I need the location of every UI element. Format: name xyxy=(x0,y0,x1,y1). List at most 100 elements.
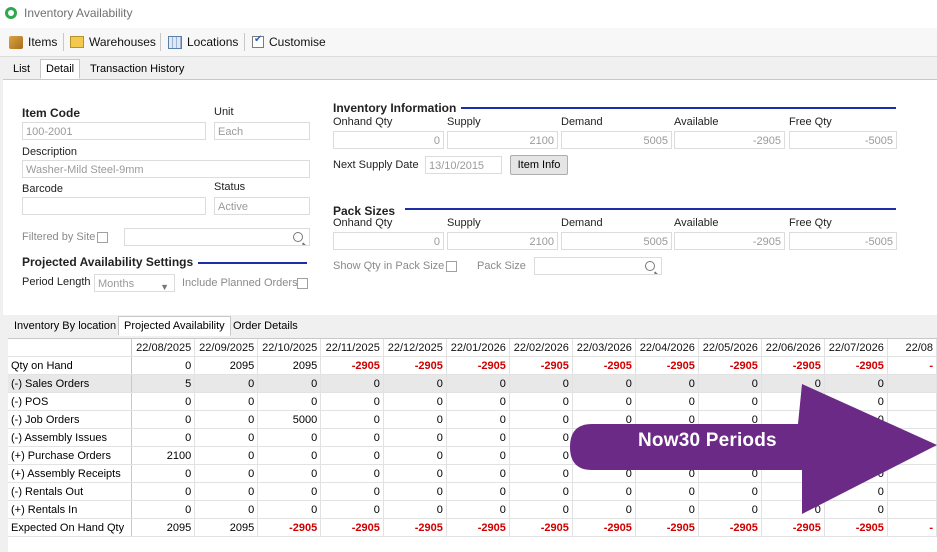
table-cell[interactable]: 0 xyxy=(194,446,259,465)
table-cell[interactable]: 0 xyxy=(698,500,762,519)
grid-column-header[interactable]: 22/10/2025 xyxy=(257,339,322,357)
table-cell[interactable] xyxy=(887,410,937,429)
table-cell[interactable]: 0 xyxy=(446,482,510,501)
tab-inventory-by-location[interactable]: Inventory By location xyxy=(14,320,117,332)
pack-free-qty-field[interactable]: -5005 xyxy=(789,232,897,250)
grid-column-header[interactable]: 22/02/2026 xyxy=(509,339,573,357)
table-cell[interactable]: 2095 xyxy=(194,356,259,375)
table-cell[interactable]: 0 xyxy=(383,500,447,519)
item-info-button[interactable]: Item Info xyxy=(510,155,568,175)
table-cell[interactable]: 0 xyxy=(635,482,699,501)
table-cell[interactable]: -2905 xyxy=(257,518,322,537)
unit-field[interactable]: Each xyxy=(214,122,310,140)
pack-available-field[interactable]: -2905 xyxy=(674,232,785,250)
grid-column-header[interactable]: 22/12/2025 xyxy=(383,339,447,357)
table-cell[interactable]: 0 xyxy=(194,392,259,411)
table-cell[interactable]: 0 xyxy=(572,374,636,393)
grid-column-header[interactable]: 22/05/2026 xyxy=(698,339,762,357)
table-cell[interactable]: 5000 xyxy=(257,410,322,429)
table-cell[interactable]: 0 xyxy=(131,356,196,375)
table-cell[interactable]: 0 xyxy=(257,392,322,411)
table-cell[interactable]: -2905 xyxy=(698,518,762,537)
table-cell[interactable]: -2905 xyxy=(446,518,510,537)
item-code-field[interactable]: 100-2001 xyxy=(22,122,206,140)
grid-column-header[interactable]: 22/01/2026 xyxy=(446,339,510,357)
table-cell[interactable]: 0 xyxy=(824,374,888,393)
grid-column-header[interactable]: 22/07/2026 xyxy=(824,339,888,357)
site-field[interactable] xyxy=(124,228,310,246)
table-cell[interactable]: 0 xyxy=(509,500,573,519)
table-cell[interactable]: -2905 xyxy=(635,356,699,375)
free-qty-field[interactable]: -5005 xyxy=(789,131,897,149)
table-cell[interactable]: 0 xyxy=(509,446,573,465)
table-cell[interactable]: 0 xyxy=(320,500,384,519)
description-field[interactable]: Washer-Mild Steel-9mm xyxy=(22,160,310,178)
table-cell[interactable]: -2905 xyxy=(572,356,636,375)
table-cell[interactable]: 0 xyxy=(194,428,259,447)
table-cell[interactable]: -2905 xyxy=(509,518,573,537)
grid-column-header[interactable]: 22/03/2026 xyxy=(572,339,636,357)
table-cell[interactable]: 0 xyxy=(446,392,510,411)
table-cell[interactable]: 0 xyxy=(446,500,510,519)
table-cell[interactable]: -2905 xyxy=(824,356,888,375)
grid-column-header[interactable]: 22/08 xyxy=(887,339,937,357)
table-cell[interactable]: 0 xyxy=(257,500,322,519)
table-cell[interactable]: 0 xyxy=(446,374,510,393)
tab-list[interactable]: List xyxy=(13,63,31,75)
warehouses-button[interactable]: Warehouses xyxy=(70,33,156,51)
pack-demand-field[interactable]: 5005 xyxy=(561,232,672,250)
table-cell[interactable] xyxy=(887,464,937,483)
table-cell[interactable]: 0 xyxy=(509,392,573,411)
table-cell[interactable]: 0 xyxy=(320,482,384,501)
table-cell[interactable]: 0 xyxy=(131,482,196,501)
table-cell[interactable]: 0 xyxy=(635,374,699,393)
table-cell[interactable]: 2095 xyxy=(257,356,322,375)
table-cell[interactable]: 0 xyxy=(194,410,259,429)
search-icon[interactable] xyxy=(645,261,655,271)
onhand-qty-field[interactable]: 0 xyxy=(333,131,444,149)
tab-transaction-history[interactable]: Transaction History xyxy=(90,63,185,75)
grid-column-header[interactable]: 22/04/2026 xyxy=(635,339,699,357)
table-cell[interactable]: - xyxy=(887,518,937,537)
table-cell[interactable]: 0 xyxy=(320,446,384,465)
table-cell[interactable]: -2905 xyxy=(509,356,573,375)
pack-onhand-qty-field[interactable]: 0 xyxy=(333,232,444,250)
show-qty-pack-size-checkbox[interactable] xyxy=(446,261,457,272)
table-cell[interactable]: 0 xyxy=(635,392,699,411)
table-row[interactable]: (-) Sales Orders 5 0 0 0 0 0 0 0 0 0 0 0 xyxy=(8,374,937,393)
table-cell[interactable] xyxy=(887,500,937,519)
table-cell[interactable]: 0 xyxy=(131,410,196,429)
table-cell[interactable]: 0 xyxy=(572,500,636,519)
table-cell[interactable]: -2905 xyxy=(761,356,825,375)
table-row[interactable]: Qty on Hand 0 2095 2095 -2905 -2905 -2905 -2905… xyxy=(8,356,937,375)
table-cell[interactable]: -2905 xyxy=(635,518,699,537)
grid-column-header[interactable]: 22/06/2026 xyxy=(761,339,825,357)
table-cell[interactable]: 5 xyxy=(131,374,196,393)
table-cell[interactable]: 0 xyxy=(383,446,447,465)
demand-field[interactable]: 5005 xyxy=(561,131,672,149)
grid-column-header[interactable]: 22/08/2025 xyxy=(131,339,196,357)
table-row[interactable]: Expected On Hand Qty 2095 2095 -2905 -2905 -2… xyxy=(8,518,937,537)
table-cell[interactable]: 0 xyxy=(698,482,762,501)
table-cell[interactable]: 2100 xyxy=(131,446,196,465)
include-planned-checkbox[interactable] xyxy=(297,278,308,289)
table-cell[interactable]: 0 xyxy=(509,464,573,483)
table-cell[interactable]: 0 xyxy=(131,464,196,483)
table-cell[interactable]: 0 xyxy=(320,428,384,447)
table-cell[interactable]: 0 xyxy=(257,428,322,447)
items-button[interactable]: Items xyxy=(9,33,57,51)
search-icon[interactable] xyxy=(293,232,303,242)
table-cell[interactable] xyxy=(887,482,937,501)
table-cell[interactable]: 0 xyxy=(194,500,259,519)
table-cell[interactable]: 0 xyxy=(383,392,447,411)
table-cell[interactable]: -2905 xyxy=(824,518,888,537)
table-cell[interactable]: 0 xyxy=(131,392,196,411)
table-cell[interactable]: 0 xyxy=(383,428,447,447)
table-cell[interactable] xyxy=(887,392,937,411)
table-cell[interactable]: 0 xyxy=(509,410,573,429)
table-cell[interactable]: 0 xyxy=(383,374,447,393)
table-cell[interactable]: 0 xyxy=(509,374,573,393)
table-cell[interactable]: 2095 xyxy=(194,518,259,537)
available-field[interactable]: -2905 xyxy=(674,131,785,149)
tab-detail[interactable]: Detail xyxy=(40,59,81,79)
